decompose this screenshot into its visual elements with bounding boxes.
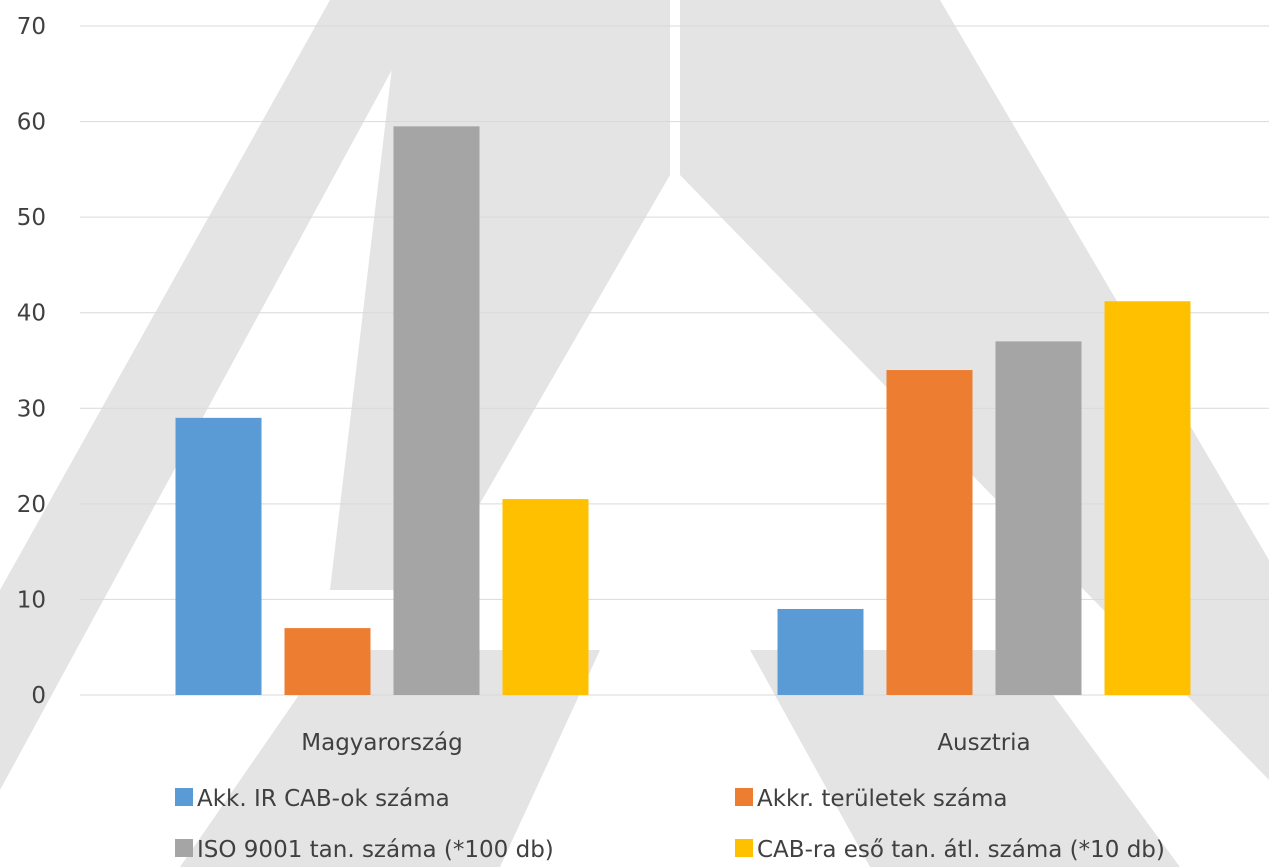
bar (1104, 301, 1191, 695)
y-tick-label: 10 (17, 587, 46, 613)
bar (175, 417, 262, 695)
legend-swatch (175, 788, 193, 806)
bar (995, 341, 1082, 695)
legend-swatch (175, 839, 193, 857)
y-tick-label: 30 (17, 396, 46, 422)
legend-label: Akkr. területek száma (757, 786, 1008, 812)
x-axis-labels: Magyarország Ausztria (301, 730, 1030, 756)
bar (393, 126, 480, 696)
y-tick-label: 60 (17, 110, 46, 136)
legend-label: Akk. IR CAB-ok száma (197, 786, 450, 812)
legend-swatch (735, 788, 753, 806)
y-tick-label: 0 (31, 683, 46, 709)
bars (175, 126, 1191, 696)
y-tick-label: 20 (17, 492, 46, 518)
bar (777, 608, 864, 695)
y-axis-ticks: 0 10 20 30 40 50 60 70 (17, 14, 46, 709)
legend-label: CAB-ra eső tan. átl. száma (*10 db) (757, 837, 1165, 863)
legend-swatch (735, 839, 753, 857)
y-tick-label: 50 (17, 205, 46, 231)
y-tick-label: 40 (17, 301, 46, 327)
x-category-label: Magyarország (301, 730, 462, 756)
bar (502, 499, 589, 695)
bar (284, 628, 371, 695)
x-category-label: Ausztria (937, 730, 1030, 756)
y-tick-label: 70 (17, 14, 46, 40)
legend-label: ISO 9001 tan. száma (*100 db) (197, 837, 554, 863)
bar (886, 370, 973, 695)
legend: Akk. IR CAB-ok száma Akkr. területek szám… (175, 786, 1165, 863)
